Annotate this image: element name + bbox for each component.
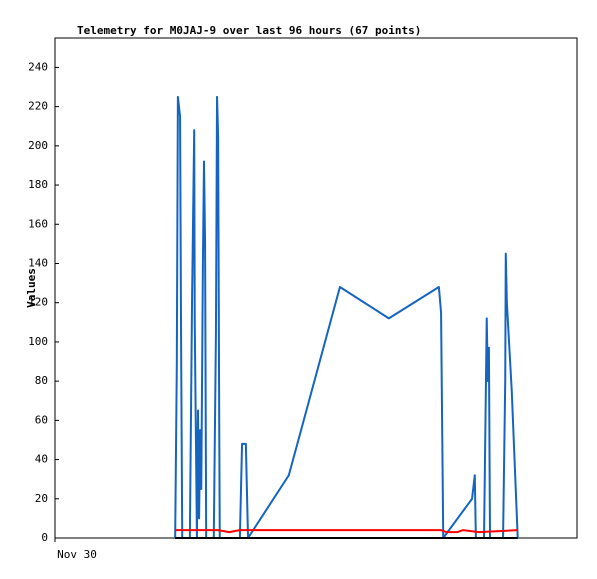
y-tick-label: 200 <box>28 139 48 152</box>
x-tick-label: Nov 30 <box>57 548 97 561</box>
y-tick-label: 120 <box>28 296 48 309</box>
y-tick-label: 80 <box>35 374 48 387</box>
y-tick-label: 220 <box>28 100 48 113</box>
y-tick-label: 240 <box>28 60 48 73</box>
y-tick-label: 60 <box>35 413 48 426</box>
y-tick-label: 100 <box>28 335 48 348</box>
y-tick-label: 20 <box>35 492 48 505</box>
chart-title: Telemetry for M0JAJ-9 over last 96 hours… <box>77 24 421 37</box>
y-tick-label: 40 <box>35 453 48 466</box>
y-tick-label: 0 <box>41 531 48 544</box>
series-line <box>175 529 518 534</box>
y-tick-label: 180 <box>28 178 48 191</box>
y-tick-label: 160 <box>28 217 48 230</box>
y-tick-label: 140 <box>28 256 48 269</box>
y-axis-label: Values <box>25 268 38 308</box>
